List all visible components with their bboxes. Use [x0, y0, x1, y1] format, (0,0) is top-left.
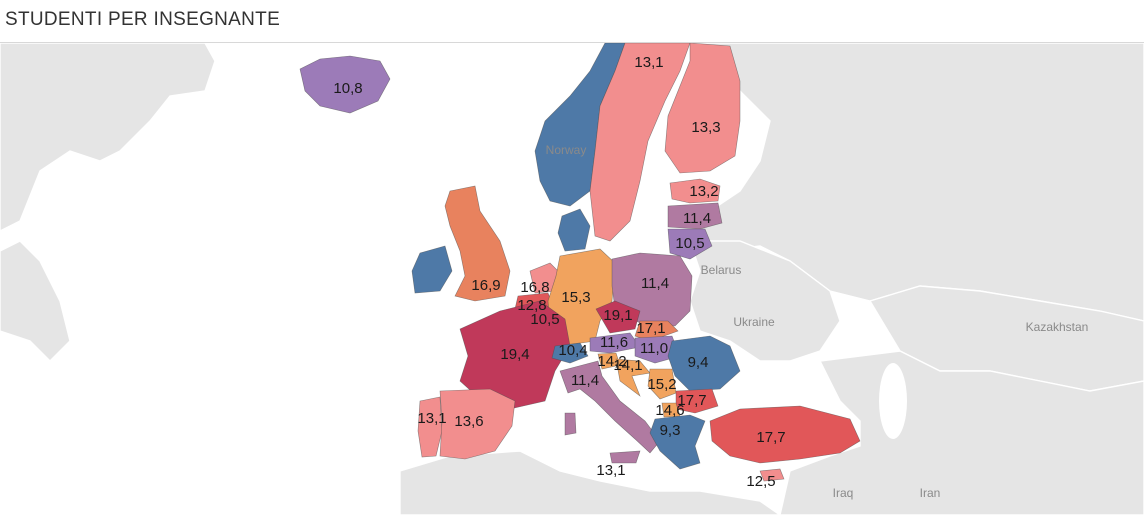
value-label-north_macedonia: 14,6 [655, 402, 684, 419]
ireland-region[interactable] [411, 245, 453, 294]
value-label-norway_north: 13,1 [634, 54, 663, 71]
czechia-region[interactable] [595, 300, 641, 334]
spain-region[interactable] [439, 388, 516, 460]
geo-label-iraq: Iraq [833, 486, 854, 500]
switzerland-region[interactable] [551, 342, 589, 364]
geo-label-iran: Iran [920, 486, 941, 500]
austria-region[interactable] [589, 332, 641, 354]
value-label-netherlands: 16,8 [520, 279, 549, 296]
value-label-belgium: 12,8 [517, 297, 546, 314]
value-label-italy: 11,4 [571, 372, 599, 389]
slovakia-region[interactable] [634, 320, 679, 342]
denmark-region[interactable] [557, 208, 591, 252]
italy-region[interactable] [559, 360, 661, 454]
sardinia-region[interactable] [564, 412, 577, 436]
value-label-switzerland: 10,4 [558, 342, 587, 359]
value-label-uk: 16,9 [471, 277, 500, 294]
geo-label-belarus: Belarus [701, 263, 742, 277]
iceland-region[interactable] [299, 55, 391, 114]
canada-land [0, 240, 71, 362]
greece-region[interactable] [649, 414, 706, 470]
value-label-france: 19,4 [500, 346, 529, 363]
finland-region[interactable] [664, 43, 741, 174]
value-labels: 10,8 13,1 13,3 13,2 11,4 10,5 11,4 16,9 16,812,8… [333, 54, 785, 490]
cyprus-region[interactable] [759, 468, 785, 482]
value-label-spain: 13,6 [454, 413, 483, 430]
romania-region[interactable] [667, 335, 741, 392]
serbia-region[interactable] [647, 368, 677, 400]
value-label-czechia: 19,1 [603, 307, 632, 324]
value-label-turkey: 17,7 [756, 429, 785, 446]
croatia-region[interactable] [615, 358, 651, 397]
geo-label-ukraine: Ukraine [733, 315, 775, 329]
lithuania-region[interactable] [667, 228, 713, 260]
value-label-croatia: 14,1 [613, 357, 642, 374]
value-label-austria: 11,6 [600, 334, 628, 351]
value-label-luxembourg: 10,5 [530, 311, 559, 328]
north-africa-land [399, 450, 782, 515]
value-label-slovenia: 14,2 [597, 353, 626, 370]
estonia-region[interactable] [669, 178, 721, 204]
value-label-germany: 15,3 [561, 289, 590, 306]
value-label-iceland: 10,8 [333, 80, 362, 97]
value-label-lithuania: 10,5 [675, 235, 704, 252]
map-frame[interactable]: Norway Belarus Ukraine Kazakhstan Iraq I… [0, 42, 1144, 515]
value-label-romania: 9,4 [688, 354, 709, 371]
value-label-slovakia: 17,1 [636, 320, 665, 337]
value-label-finland: 13,3 [691, 119, 720, 136]
chart-title: STUDENTI PER INSEGNANTE [5, 9, 281, 30]
portugal-region[interactable] [417, 396, 443, 458]
value-label-portugal: 13,1 [417, 410, 446, 427]
value-label-estonia: 13,2 [689, 183, 718, 200]
sweden-region[interactable] [589, 43, 691, 242]
value-label-hungary: 11,0 [640, 340, 668, 357]
turkey-region[interactable] [709, 405, 861, 464]
value-label-serbia: 15,2 [647, 376, 676, 393]
value-label-poland: 11,4 [641, 275, 669, 292]
sicily-region[interactable] [609, 450, 641, 464]
europe-map[interactable]: Norway Belarus Ukraine Kazakhstan Iraq I… [0, 43, 1144, 515]
greenland-land [0, 43, 216, 232]
value-label-latvia: 11,4 [683, 210, 711, 227]
france-region[interactable] [459, 300, 571, 410]
value-label-malta: 13,1 [596, 462, 625, 479]
geo-label-norway: Norway [546, 143, 587, 157]
value-label-cyprus: 12,5 [746, 473, 775, 490]
latvia-region[interactable] [667, 202, 723, 230]
value-label-greece: 9,3 [660, 422, 681, 439]
caspian-sea [879, 363, 907, 439]
caucasus-middle-east-land [779, 350, 1144, 515]
value-label-bulgaria: 17,7 [677, 392, 706, 409]
geo-label-kazakhstan: Kazakhstan [1026, 320, 1089, 334]
uk-region[interactable] [444, 185, 511, 302]
